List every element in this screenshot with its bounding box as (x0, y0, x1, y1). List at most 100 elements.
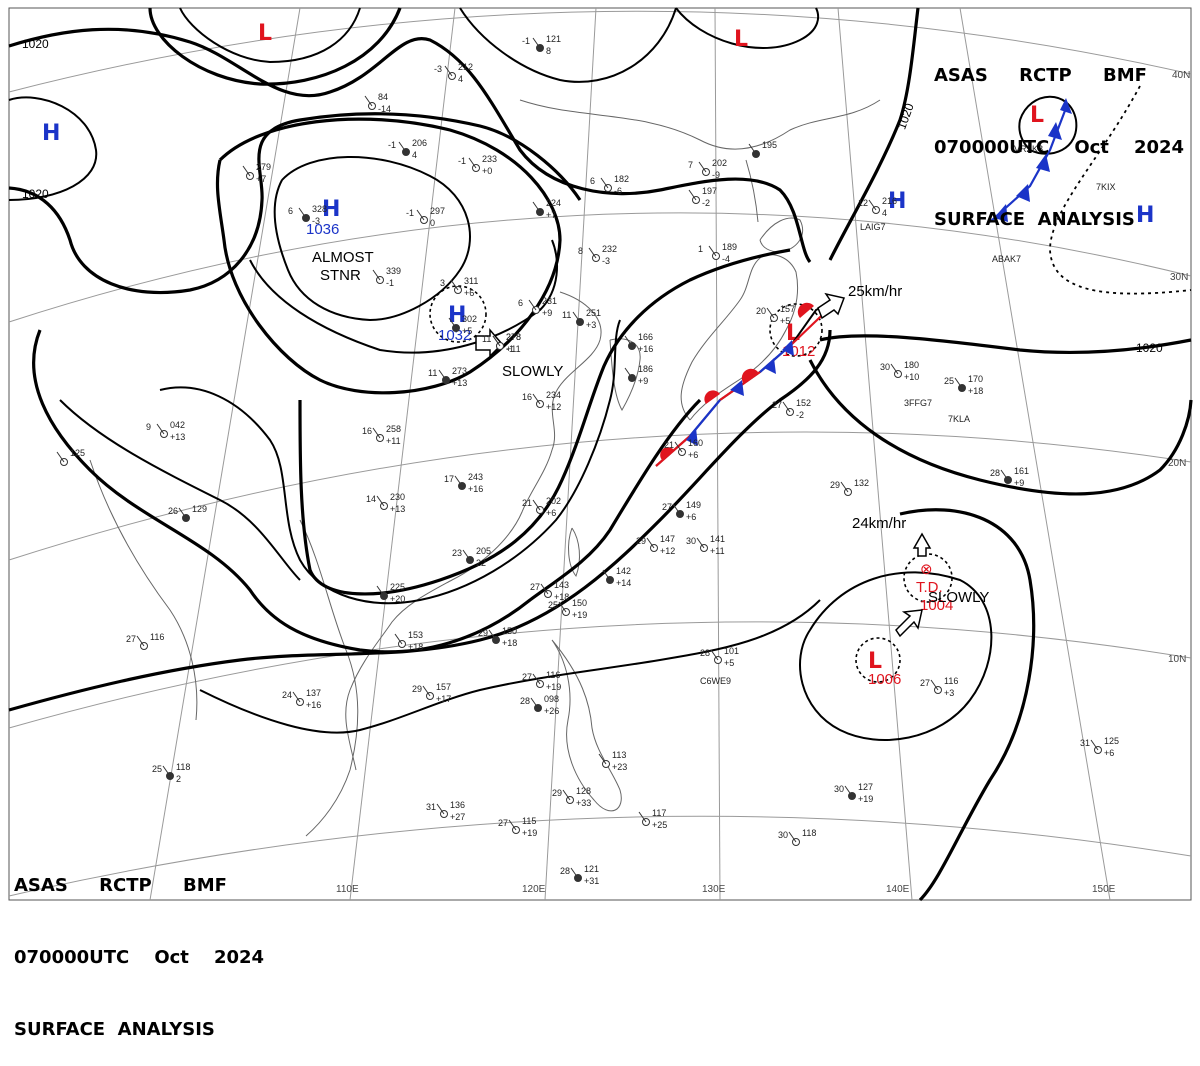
station-plot: 8 232 -3 (578, 244, 617, 266)
label-stnr: STNR (320, 267, 361, 284)
wind-barb (868, 199, 877, 211)
station-plot: 225+20 (376, 582, 405, 604)
station-plot: 25 150 +19 (548, 598, 587, 620)
station-pressure: 195 (762, 140, 777, 150)
station-plot: 27 143 +18 (530, 580, 569, 602)
station-temperature: 30 (834, 784, 844, 794)
station-pressure-tendency: +6 (1104, 748, 1114, 758)
station-pressure-tendency: +19 (546, 682, 561, 692)
station-pressure-tendency: +9 (542, 308, 552, 318)
station-pressure: 149 (686, 500, 701, 510)
station-pressure-tendency: +6 (464, 288, 474, 298)
station-temperature: 16 (362, 426, 372, 436)
station-plot: -1 121 8 (522, 34, 561, 56)
station-temperature: 7 (688, 160, 693, 170)
station-plot: 278+11 (492, 332, 521, 354)
station-pressure: 153 (408, 630, 423, 640)
station-plot: 117+25 (638, 808, 667, 830)
station-pressure: 205 (476, 546, 491, 556)
station-pressure-tendency: +18 (408, 642, 423, 652)
wind-barb (450, 279, 459, 291)
station-pressure: 234 (546, 390, 561, 400)
station-plot: 23 205 22 (452, 546, 491, 568)
station-plot: 30 141 +11 (686, 534, 725, 556)
station-pressure: 118 (176, 762, 190, 772)
station-temperature: 27 (920, 678, 930, 688)
station-temperature: 29 (636, 536, 646, 546)
lon-line-120e (544, 7, 597, 901)
station-plot: -1 297 0 (406, 206, 445, 228)
station-pressure: 132 (854, 478, 869, 488)
wind-barb (598, 753, 607, 765)
low-value-1006: 1006 (868, 671, 901, 688)
isobar-pacific-2 (819, 334, 1192, 354)
warm-front-semicircle (741, 368, 758, 384)
td-symbol: ⊗ (920, 561, 933, 578)
wind-barb (398, 141, 407, 153)
station-pressure-tendency: +31 (584, 876, 599, 886)
station-pressure-tendency: +23 (612, 762, 627, 772)
station-plot: 113+23 (598, 750, 627, 772)
coast-hokkaido (759, 217, 803, 253)
wind-barb (56, 451, 65, 463)
header-line-agency: ASAS RCTP BMF (14, 875, 227, 896)
station-pressure: 186 (638, 364, 653, 374)
station-pressure: 152 (796, 398, 811, 408)
wind-barb (1000, 469, 1009, 481)
station-plot: 186+9 (624, 364, 653, 386)
station-plot: 16 258 +11 (362, 424, 401, 446)
station-pressure: 157 (780, 304, 795, 314)
station-pressure-tendency: +6 (546, 508, 556, 518)
station-pressure: 279 (256, 162, 271, 172)
station-plot: 197-2 (688, 186, 717, 208)
station-temperature: 31 (1080, 738, 1090, 748)
station-plot: 27 116 +19 (522, 670, 561, 692)
station-pressure: 127 (858, 782, 873, 792)
station-pressure-tendency: +3 (586, 320, 596, 330)
station-temperature: 3 (440, 278, 445, 288)
station-pressure: 202 (546, 496, 561, 506)
low-1006-circle (855, 637, 901, 683)
wind-barb (530, 697, 539, 709)
wind-barb (178, 507, 187, 519)
wind-barb (364, 95, 373, 107)
high-center-1032: H (448, 303, 466, 328)
stationary-front (655, 297, 841, 467)
lon-line-110e (349, 7, 456, 901)
station-pressure-tendency: -2 (702, 198, 710, 208)
high-value-1032: 1032 (438, 327, 471, 344)
wind-barb (532, 201, 541, 213)
station-pressure-tendency: +18 (554, 592, 569, 602)
wind-barb (162, 765, 171, 777)
station-pressure: 278 (506, 332, 521, 342)
coastlines (89, 99, 881, 837)
station-pressure: 297 (430, 206, 445, 216)
header-line-time: 070000UTC Oct 2024 (934, 137, 1185, 158)
wind-barb (558, 601, 567, 613)
station-temperature: 14 (366, 494, 376, 504)
station-temperature: 24 (282, 690, 292, 700)
wind-barb (672, 503, 681, 515)
slowly-arrow-china (475, 327, 504, 358)
low-center-topleft: L (258, 21, 272, 46)
wind-barb (532, 393, 541, 405)
station-pressure: 225 (390, 582, 405, 592)
station-pressure: 251 (586, 308, 601, 318)
station-plot: 21 202 +6 (522, 496, 561, 518)
cold-front-triangle (730, 380, 744, 396)
wind-barb (454, 475, 463, 487)
coast-china (345, 291, 602, 771)
station-pressure: 273 (452, 366, 467, 376)
station-pressure: 206 (412, 138, 427, 148)
wind-barb (624, 367, 633, 379)
station-temperature: 6 (590, 176, 595, 186)
wind-barb (646, 537, 655, 549)
low-1012-circle (769, 303, 823, 357)
coast-taiwan (568, 527, 580, 578)
station-temperature: 27 (662, 502, 672, 512)
header-bottom-left: ASAS RCTP BMF 070000UTC Oct 2024 SURFACE… (14, 826, 264, 1066)
station-pressure-tendency: +11 (710, 546, 725, 556)
station-temperature: 29 (830, 480, 840, 490)
warm-front-semicircle (797, 302, 814, 318)
